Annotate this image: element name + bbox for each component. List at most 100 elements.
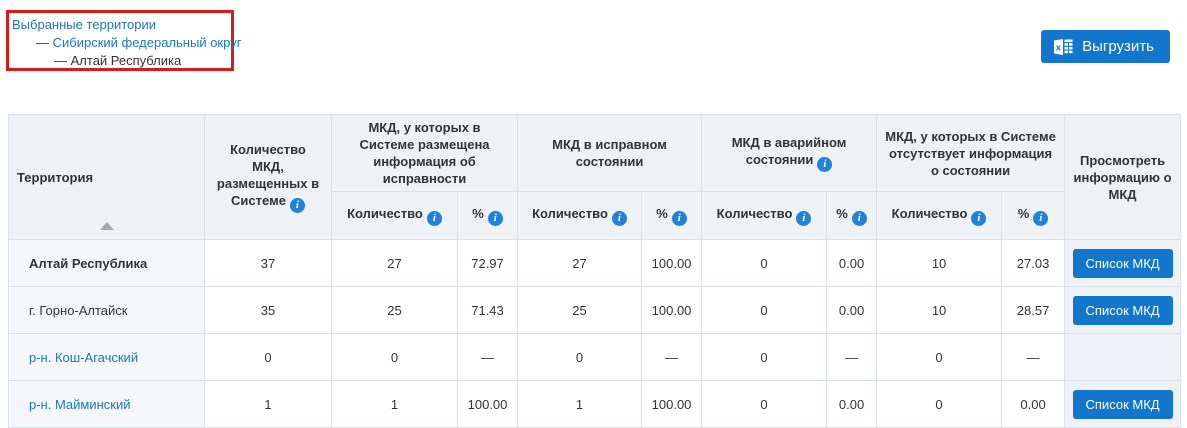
subheader-quantity: Количество i [517, 191, 643, 240]
info-icon[interactable]: i [671, 211, 687, 226]
group-header-label: МКД, у которых в Системе размещена инфор… [359, 120, 490, 186]
cell: 0.00 [826, 239, 878, 287]
cell: 100.00 [456, 380, 519, 428]
cell: 0 [701, 333, 828, 381]
subheader-label: % [1017, 206, 1030, 221]
action-cell: Список МКД [1064, 286, 1182, 334]
group-header-no-condition-info: МКД, у которых в Системе отсутствует инф… [876, 114, 1066, 192]
column-header-territory[interactable]: Территория [8, 114, 205, 240]
cell: 0 [331, 333, 458, 381]
cell: 0 [701, 286, 828, 334]
cell: 0 [701, 380, 828, 428]
info-icon[interactable]: i [487, 211, 503, 226]
action-cell [1064, 333, 1182, 381]
territory-link[interactable]: р-н. Кош-Агачский [29, 349, 139, 365]
cell: 27 [517, 239, 643, 287]
info-icon[interactable]: i [817, 157, 833, 172]
subheader-label: % [836, 206, 848, 221]
subheader-quantity: Количество i [331, 191, 458, 240]
info-icon[interactable]: i [289, 198, 305, 213]
cell: 28.57 [1001, 286, 1066, 334]
subheader-label: % [656, 206, 668, 221]
cell: 35 [204, 286, 332, 334]
action-cell: Список МКД [1064, 380, 1182, 428]
column-header-territory-label: Территория [17, 169, 94, 185]
cell: 25 [331, 286, 458, 334]
cell: 0 [876, 380, 1003, 428]
cell: 0.00 [826, 286, 878, 334]
info-icon[interactable]: i [851, 211, 867, 226]
sort-ascending-icon [99, 222, 114, 230]
table-row: р-н. Майминский 1 1 100.00 1 100.00 0 0.… [8, 380, 1182, 428]
svg-text:x: x [1056, 42, 1062, 53]
territory-cell: р-н. Кош-Агачский [8, 333, 205, 381]
column-header-view-info: Просмотреть информацию о МКД [1064, 114, 1182, 240]
cell: 1 [331, 380, 458, 428]
cell: 27 [331, 239, 458, 287]
list-mkd-button[interactable]: Список МКД [1072, 389, 1173, 419]
subheader-label: % [472, 206, 484, 221]
subheader-label: Количество [347, 206, 423, 221]
list-mkd-button[interactable]: Список МКД [1072, 248, 1173, 278]
group-header-label: МКД, у которых в Системе отсутствует инф… [885, 128, 1056, 178]
breadcrumb: Выбранные территории [12, 16, 225, 34]
dash: — [36, 35, 49, 50]
column-header-placed-in-system: Количество МКД, размещенных в Системе i [204, 114, 332, 240]
cell: 100.00 [641, 286, 703, 334]
selected-territories-highlight-box: Выбранные территории — Сибирский федерал… [6, 10, 241, 71]
export-button-label: Выгрузить [1082, 38, 1154, 55]
territory-cell: р-н. Майминский [8, 380, 205, 428]
cell: 27.03 [1001, 239, 1066, 287]
cell: 71.43 [456, 286, 519, 334]
cell: 25 [517, 286, 643, 334]
subheader-percent: % i [826, 191, 878, 240]
territory-cell: г. Горно-Алтайск [8, 286, 205, 334]
cell: 0 [876, 333, 1003, 381]
cell: — [826, 333, 878, 381]
subheader-quantity: Количество i [701, 191, 828, 240]
subheader-label: Количество [716, 206, 793, 221]
action-cell: Список МКД [1064, 239, 1182, 287]
cell: 0.00 [1001, 380, 1066, 428]
cell: 0 [204, 333, 332, 381]
subheader-quantity: Количество i [876, 191, 1003, 240]
territory-cell: Алтай Республика [8, 239, 205, 287]
cell: 1 [204, 380, 332, 428]
subheader-percent: % i [641, 191, 703, 240]
subheader-label: Количество [891, 206, 968, 221]
cell: 100.00 [641, 380, 703, 428]
group-header-good-condition: МКД в исправном состоянии [517, 114, 703, 192]
column-header-label: Просмотреть информацию о МКД [1073, 152, 1172, 202]
export-button[interactable]: x Выгрузить [1041, 30, 1170, 63]
territory-link[interactable]: р-н. Майминский [29, 396, 131, 412]
district-link[interactable]: Сибирский федеральный округ [52, 35, 242, 50]
info-icon[interactable]: i [796, 211, 812, 226]
breadcrumb-region-row: — Алтай Республика [12, 52, 225, 70]
cell: — [641, 333, 703, 381]
cell: — [1001, 333, 1066, 381]
cell: — [456, 333, 519, 381]
cell: 0.00 [826, 380, 878, 428]
subheader-percent: % i [1001, 191, 1066, 240]
cell: 10 [876, 286, 1003, 334]
column-header-label: Количество МКД, размещенных в Системе [216, 142, 320, 208]
group-header-emergency-condition: МКД в аварийном состоянии i [701, 114, 878, 192]
info-icon[interactable]: i [426, 211, 442, 226]
selected-territories-link[interactable]: Выбранные территории [12, 17, 157, 32]
info-icon[interactable]: i [971, 211, 987, 226]
list-mkd-button[interactable]: Список МКД [1072, 295, 1173, 325]
cell: 0 [517, 333, 643, 381]
group-header-label: МКД в аварийном состоянии [731, 135, 847, 167]
group-header-serviceability-info: МКД, у которых в Системе размещена инфор… [330, 114, 519, 192]
cell: 1 [517, 380, 643, 428]
info-icon[interactable]: i [1033, 211, 1049, 226]
territories-table: Территория Количество МКД, размещенных в… [8, 114, 1182, 428]
cell: 0 [701, 239, 828, 287]
breadcrumb-district-row: — Сибирский федеральный округ [12, 34, 241, 52]
current-region-label: Алтай Республика [70, 53, 182, 68]
table-row: Алтай Республика 37 27 72.97 27 100.00 0… [8, 239, 1182, 287]
excel-icon: x [1053, 37, 1074, 57]
info-icon[interactable]: i [611, 211, 627, 226]
cell: 10 [876, 239, 1003, 287]
cell: 37 [204, 239, 332, 287]
